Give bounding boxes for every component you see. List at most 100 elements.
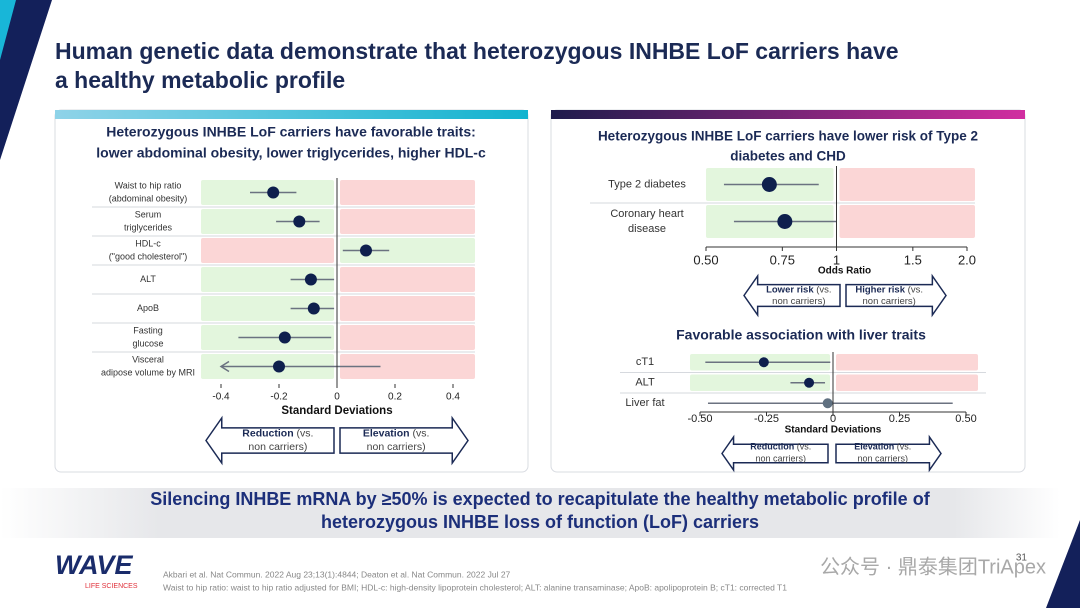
x-tick-label: 0.4 [446, 392, 460, 403]
arrow-note: non carriers) [863, 296, 916, 307]
point-estimate [273, 360, 285, 373]
x-tick-label: 0.50 [693, 252, 718, 267]
category-label: HDL-c [135, 238, 161, 248]
point-estimate [777, 214, 793, 229]
category-label: ALT [635, 377, 655, 389]
category-label: Liver fat [625, 397, 664, 409]
chart-title: Heterozygous INHBE LoF carriers have low… [598, 129, 978, 144]
arrow-note: (vs. [412, 427, 429, 439]
arrow-note: (vs. [816, 284, 831, 295]
category-label: Waist to hip ratio [115, 180, 182, 190]
arrow-label-bold: Reduction [242, 427, 293, 439]
direction-arrow [743, 273, 841, 318]
category-label: ALT [140, 274, 156, 284]
arrow-label-bold: Higher risk [855, 284, 905, 295]
x-tick-label: 0.25 [889, 413, 910, 425]
direction-arrow [205, 415, 335, 466]
point-estimate [278, 331, 291, 344]
reference: Waist to hip ratio: waist to hip ratio a… [163, 582, 787, 592]
category-label: Visceral [132, 354, 164, 364]
arrow-note: (vs. [297, 427, 314, 439]
zone [340, 325, 475, 350]
category-label: cT1 [636, 356, 654, 368]
arrow-note: non carriers) [248, 441, 307, 453]
zone [836, 354, 978, 371]
x-tick-label: 0.2 [388, 392, 402, 403]
corner-decoration [1046, 520, 1080, 608]
x-tick-label: 0 [334, 392, 340, 403]
arrow-note: (vs. [797, 442, 812, 452]
slide-title: Human genetic data demonstrate that hete… [55, 38, 899, 64]
x-tick-label: 2.0 [958, 252, 976, 267]
corner-decoration [0, 0, 52, 160]
category-label: Serum [135, 209, 162, 219]
ci-arrowhead [219, 360, 230, 373]
zone [340, 267, 475, 292]
watermark: 公众号 · 鼎泰集团TriApex [820, 555, 1046, 578]
category-label: (abdominal obesity) [109, 193, 188, 203]
conclusion: heterozygous INHBE loss of function (LoF… [321, 512, 759, 532]
x-axis-label: Odds Ratio [818, 266, 871, 277]
arrow-note: non carriers) [772, 296, 825, 307]
point-estimate [307, 302, 320, 315]
point-estimate [804, 377, 815, 388]
page-number: 31 [1016, 553, 1028, 564]
x-tick-label: 0.50 [955, 413, 976, 425]
x-tick-label: -0.2 [270, 392, 288, 403]
x-tick-label: -0.4 [212, 392, 230, 403]
arrow-label: Reduction (vs. [242, 427, 313, 439]
arrow-label-bold: Lower risk [766, 284, 814, 295]
panel-bar [55, 110, 528, 119]
arrow-note: (vs. [908, 284, 923, 295]
x-tick-label: -0.25 [754, 413, 779, 425]
category-label: ApoB [137, 303, 159, 313]
point-estimate [293, 215, 306, 228]
x-tick-label: 1.5 [904, 252, 922, 267]
category-label: Fasting [133, 325, 163, 335]
point-estimate [758, 357, 769, 368]
zone [836, 374, 978, 391]
x-tick-label: 0.75 [770, 252, 795, 267]
zone [201, 209, 334, 234]
zone [690, 374, 830, 391]
x-axis-label: Standard Deviations [281, 405, 392, 417]
arrow-label-bold: Elevation [363, 427, 410, 439]
zone [201, 267, 334, 292]
direction-arrow [339, 415, 469, 466]
point-estimate [761, 177, 777, 192]
arrow-note: non carriers) [756, 454, 807, 464]
point-estimate [360, 244, 372, 257]
chart-title: diabetes and CHD [730, 149, 846, 164]
zone [340, 354, 475, 379]
category-label: adipose volume by MRI [101, 367, 195, 377]
arrow-label-bold: Elevation [854, 442, 894, 452]
chart-title: lower abdominal obesity, lower triglycer… [96, 145, 486, 161]
zone [340, 180, 475, 205]
x-axis-label: Standard Deviations [785, 425, 882, 436]
arrow-label: Reduction (vs. [750, 442, 811, 452]
zone [839, 205, 975, 238]
chart-title: Favorable association with liver traits [676, 327, 926, 343]
point-estimate [267, 186, 280, 199]
arrow-label: Elevation (vs. [854, 442, 911, 452]
x-tick-label: 0 [830, 413, 836, 425]
direction-arrow [845, 273, 947, 318]
corner-decoration [0, 0, 16, 60]
arrow-label: Higher risk (vs. [855, 284, 923, 295]
zone [340, 238, 475, 263]
zone [340, 296, 475, 321]
point-estimate [304, 273, 317, 286]
panel-bar [551, 110, 1025, 119]
arrow-label: Lower risk (vs. [766, 284, 831, 295]
category-label: disease [628, 223, 666, 235]
conclusion-band [0, 488, 1060, 538]
zone [839, 168, 975, 201]
point-estimate [822, 398, 833, 409]
chart-title: Heterozygous INHBE LoF carriers have fav… [106, 124, 476, 140]
reference: Akbari et al. Nat Commun. 2022 Aug 23;13… [163, 569, 511, 579]
x-tick-label: 1 [833, 252, 840, 267]
zone [340, 209, 475, 234]
arrow-note: non carriers) [367, 441, 426, 453]
